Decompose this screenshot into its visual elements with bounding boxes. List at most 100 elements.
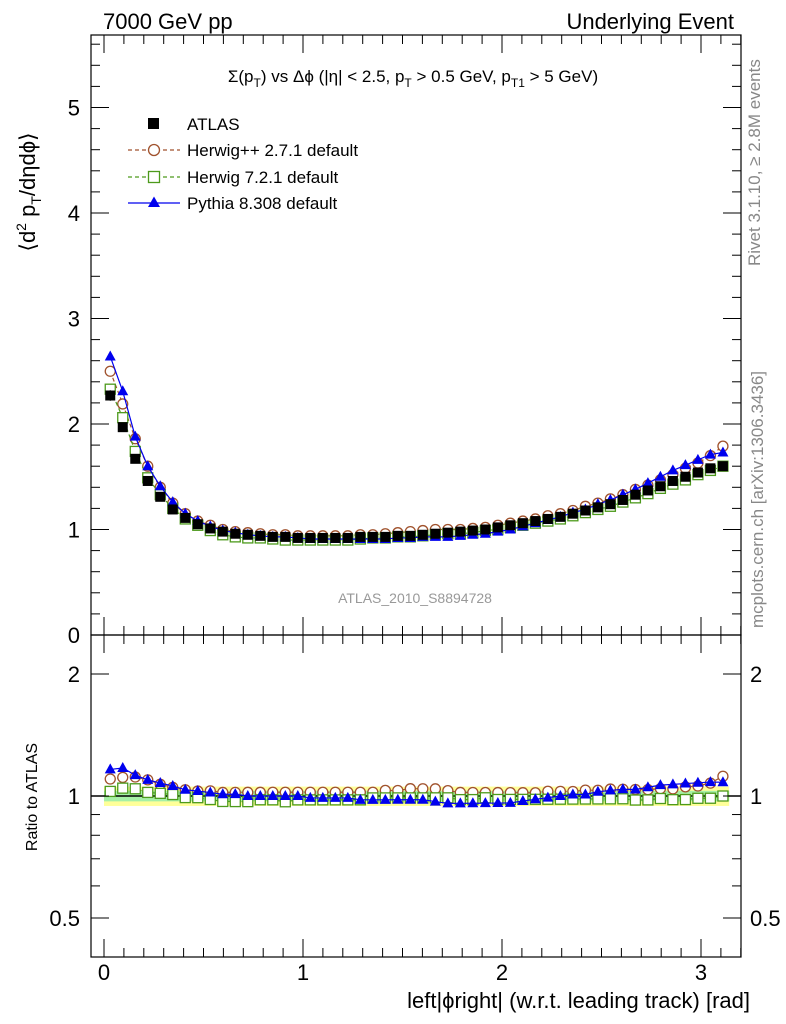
ratio-point-pythia (142, 773, 154, 784)
ratio-point-pythia (617, 783, 629, 794)
ratio-point-pythia (392, 793, 404, 804)
ratio-point-herwig7 (642, 794, 654, 806)
ratio-point-pythia (417, 793, 429, 804)
ratio-point-pythia (467, 797, 479, 808)
legend-entry-atlas: ATLAS (148, 115, 240, 134)
main-point-atlas (342, 532, 353, 543)
ratio-point-herwig7 (104, 785, 116, 798)
main-point-atlas (567, 508, 578, 519)
ratio-point-pythia (454, 797, 466, 808)
main-point-atlas (542, 513, 553, 524)
ratio-point-herwig7 (167, 788, 179, 801)
ratio-point-pythia (542, 791, 554, 802)
ratio-point-pythia (704, 776, 716, 787)
main-point-atlas (242, 529, 253, 540)
main-point-atlas (517, 518, 528, 529)
main-point-atlas (380, 531, 391, 542)
ratio-point-herwig7 (667, 794, 679, 806)
ratio-point-pythia (404, 793, 416, 804)
ratio-point-pythia (654, 779, 666, 790)
main-y-tick-label: 0 (68, 623, 80, 648)
ratio-point-pythia (354, 793, 366, 804)
main-line-herwigpp (109, 371, 724, 537)
y-axis-label-main: ⟨d2 pT/dηdϕ⟩ (13, 132, 44, 251)
main-point-pythia (117, 385, 129, 396)
legend-entry-herwig7: Herwig 7.2.1 default (128, 168, 338, 187)
main-point-atlas (492, 522, 503, 533)
ratio-point-herwig7 (604, 793, 617, 805)
main-point-atlas (217, 526, 228, 537)
ratio-point-pythia (317, 791, 329, 802)
legend-entry-pythia: Pythia 8.308 default (128, 194, 338, 213)
ratio-point-pythia (429, 795, 441, 806)
ratio-y-tick-label-left: 2 (68, 662, 80, 687)
main-point-atlas (680, 471, 691, 482)
main-y-tick-label: 2 (68, 412, 80, 437)
ratio-point-herwigpp (117, 771, 129, 784)
ratio-point-herwigpp (104, 773, 116, 785)
ratio-point-herwig7 (179, 791, 191, 804)
analysis-watermark: ATLAS_2010_S8894728 (338, 590, 492, 606)
main-point-atlas (580, 505, 591, 516)
ratio-point-herwigpp (404, 783, 416, 795)
main-point-pythia (142, 460, 154, 471)
ratio-point-herwig7 (142, 786, 154, 799)
ratio-y-tick-label-right: 0.5 (750, 906, 781, 931)
main-point-atlas (230, 528, 241, 539)
ratio-point-pythia (679, 777, 691, 788)
ratio-point-herwig7 (654, 792, 667, 805)
main-panel-series (104, 350, 729, 546)
ratio-point-pythia (329, 791, 341, 802)
main-point-atlas (705, 463, 716, 474)
main-point-atlas (505, 520, 516, 531)
ratio-point-herwig7 (629, 794, 642, 806)
main-point-atlas (117, 422, 128, 433)
main-point-pythia (154, 480, 166, 491)
main-point-atlas (617, 494, 628, 505)
main-point-atlas (417, 529, 428, 540)
main-point-atlas (530, 516, 541, 527)
ratio-point-pythia (154, 777, 166, 788)
main-point-atlas (267, 531, 278, 542)
main-point-atlas (667, 475, 678, 486)
ratio-point-pythia (442, 797, 454, 808)
ratio-point-pythia (579, 788, 591, 799)
ratio-point-pythia (129, 769, 141, 780)
ratio-point-pythia (254, 790, 266, 800)
header-right-title: Underlying Event (566, 9, 734, 34)
ratio-point-pythia (229, 788, 241, 799)
legend-label-atlas: ATLAS (187, 115, 240, 134)
ratio-point-pythia (504, 796, 516, 807)
main-point-atlas (180, 512, 191, 523)
ratio-point-pythia (592, 785, 604, 796)
main-point-atlas (255, 530, 266, 541)
x-tick-label: 3 (695, 960, 707, 985)
ratio-point-pythia (492, 797, 504, 808)
ratio-panel-series (104, 761, 729, 808)
ratio-point-herwig7 (129, 783, 141, 795)
main-point-pythia (667, 464, 679, 475)
ratio-point-pythia (667, 778, 679, 789)
main-point-atlas (430, 528, 441, 539)
ratio-point-pythia (242, 790, 254, 800)
main-point-atlas (105, 390, 116, 401)
ratio-point-pythia (604, 784, 616, 795)
main-point-pythia (692, 453, 704, 464)
main-point-pythia (104, 350, 116, 361)
ratio-point-pythia (292, 790, 304, 800)
plot-title: Σ(pT) vs Δϕ (|η| < 2.5, pT > 0.5 GeV, pT… (228, 67, 598, 90)
ratio-point-pythia (167, 779, 179, 790)
header-left-title: 7000 GeV pp (103, 9, 233, 34)
legend-marker-atlas (148, 118, 159, 129)
main-point-pythia (704, 448, 716, 459)
legend-label-herwigpp: Herwig++ 2.7.1 default (187, 141, 358, 160)
main-point-atlas (642, 485, 653, 496)
main-y-tick-label: 4 (68, 201, 80, 226)
main-point-atlas (655, 481, 666, 492)
ratio-point-pythia (567, 788, 579, 799)
ratio-y-tick-label-right: 1 (750, 784, 762, 809)
main-point-atlas (305, 532, 316, 543)
ratio-point-pythia (304, 791, 316, 802)
main-point-atlas (155, 491, 166, 502)
main-point-atlas (692, 467, 703, 478)
